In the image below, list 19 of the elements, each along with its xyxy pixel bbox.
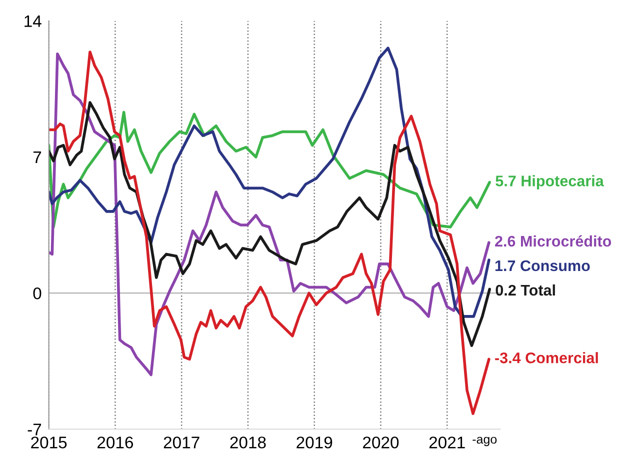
x-tick-label: 2017 xyxy=(164,436,200,448)
x-tick-label: 2016 xyxy=(98,436,134,448)
y-tick-label: 0 xyxy=(33,287,42,300)
y-tick-label: 7 xyxy=(33,152,42,164)
line-series xyxy=(48,101,491,347)
line-series xyxy=(48,46,490,318)
x-tick-label: 2019 xyxy=(296,436,332,448)
x-tick-label: 2020 xyxy=(363,436,399,448)
series-label: -3.4 Comercial xyxy=(495,352,598,364)
y-tick-label: 14 xyxy=(24,15,42,27)
series-label: 2.6 Microcrédito xyxy=(495,235,612,247)
series-label: 0.2 Total xyxy=(496,284,555,296)
x-tick-label: 2018 xyxy=(230,436,266,448)
text: -ago xyxy=(472,436,497,446)
series-label: 5.7 Hipotecaria xyxy=(496,175,604,190)
y-tick-label: -7 xyxy=(28,424,42,436)
x-tick-label: 2021 xyxy=(429,436,465,448)
series-label: 1.7 Consumo xyxy=(495,260,590,272)
x-tick-label: 2015 xyxy=(31,436,67,448)
